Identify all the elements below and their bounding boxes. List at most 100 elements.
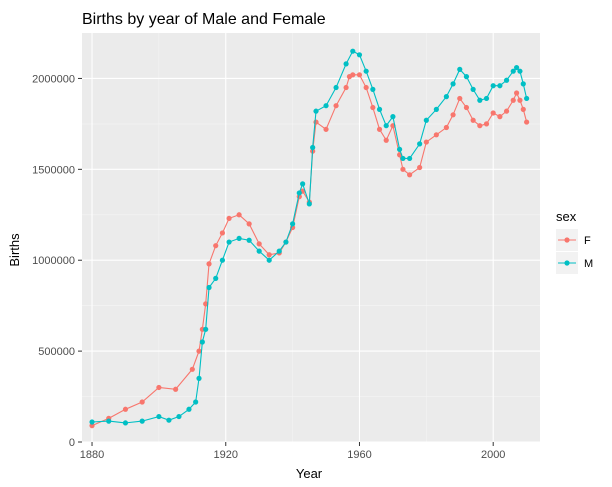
data-point-M [443, 94, 449, 100]
data-point-M [186, 406, 192, 412]
data-point-F [370, 104, 376, 111]
data-point-F [89, 423, 95, 429]
data-point-F [400, 166, 406, 172]
data-point-M [370, 86, 376, 92]
data-point-M [383, 123, 389, 129]
data-point-F [423, 139, 429, 145]
chart-title: Births by year of Male and Female [82, 11, 326, 28]
data-point-F [383, 137, 389, 143]
data-point-M [206, 284, 212, 291]
data-point-M [497, 83, 503, 89]
series-F [89, 72, 530, 429]
data-point-M [400, 155, 406, 162]
data-point-F [497, 114, 503, 120]
data-point-M [193, 399, 199, 405]
data-point-M [166, 417, 172, 423]
data-point-M [450, 81, 456, 87]
x-tick-label: 1920 [214, 449, 238, 461]
data-point-M [457, 66, 463, 72]
x-tick-label: 1880 [80, 449, 104, 461]
data-point-F [407, 172, 413, 178]
grid-major-lines [82, 33, 540, 443]
data-point-M [203, 326, 209, 332]
x-tick-label: 1960 [347, 449, 371, 461]
data-point-M [514, 64, 520, 71]
legend-title: sex [556, 209, 577, 224]
data-point-F [514, 90, 520, 96]
data-point-M [236, 235, 242, 242]
legend-point-F [564, 237, 570, 243]
y-tick-label: 0 [69, 437, 75, 449]
data-point-F [236, 212, 242, 218]
data-point-F [323, 126, 329, 132]
series-line-F [91, 74, 528, 427]
data-point-F [433, 132, 439, 138]
data-point-F [206, 261, 212, 267]
data-point-M [407, 155, 413, 162]
data-point-M [396, 146, 403, 152]
data-point-F [343, 84, 349, 91]
data-point-F [477, 123, 483, 129]
data-point-F [417, 164, 423, 171]
x-tick-label: 2000 [481, 449, 505, 461]
legend-label-M: M [584, 258, 593, 270]
data-point-M [196, 375, 202, 381]
data-point-F [356, 72, 363, 78]
data-point-M [290, 221, 296, 227]
data-point-F [517, 97, 523, 103]
data-point-F [122, 406, 129, 412]
data-point-M [106, 418, 112, 424]
data-point-F [139, 399, 145, 405]
data-point-M [199, 339, 205, 345]
data-point-F [203, 301, 209, 307]
data-point-F [246, 221, 252, 227]
data-point-M [139, 418, 145, 424]
x-axis: 1880 1920 1960 2000 [80, 442, 505, 461]
legend-label-F: F [584, 235, 591, 247]
data-point-M [266, 257, 272, 263]
data-point-M [470, 86, 476, 92]
data-point-M [477, 97, 483, 103]
series-M [89, 48, 530, 426]
data-point-M [246, 237, 252, 243]
plot-panel [82, 33, 540, 442]
data-point-M [510, 68, 516, 74]
y-tick-label: 1000000 [32, 255, 75, 267]
data-point-F [510, 97, 516, 103]
legend-point-M [564, 260, 570, 266]
data-point-M [323, 103, 329, 109]
data-point-F [213, 243, 219, 249]
data-point-M [310, 144, 316, 151]
data-point-F [443, 124, 449, 131]
data-point-M [122, 420, 129, 426]
legend-item-M: M [556, 252, 593, 274]
data-point-M [417, 141, 423, 147]
data-point-M [333, 84, 339, 91]
data-point-F [219, 230, 226, 236]
y-tick-label: 2000000 [32, 73, 75, 85]
data-point-F [266, 252, 272, 258]
data-point-F [490, 110, 496, 116]
legend: sex FM [556, 209, 593, 274]
data-point-M [423, 117, 429, 123]
data-point-F [483, 121, 490, 127]
series-layer [89, 48, 530, 429]
y-axis: 0 500000 1000000 1500000 2000000 [32, 73, 82, 449]
data-point-F [470, 117, 476, 123]
data-point-M [300, 181, 306, 187]
y-tick-label: 1500000 [32, 164, 75, 176]
data-point-M [256, 248, 262, 254]
data-point-M [356, 52, 363, 58]
data-point-M [490, 83, 496, 89]
data-point-M [283, 239, 289, 245]
data-point-M [524, 95, 530, 102]
data-point-F [333, 103, 339, 109]
data-point-M [520, 81, 526, 87]
data-point-M [306, 201, 312, 207]
y-tick-label: 500000 [38, 346, 75, 358]
data-point-M [156, 413, 162, 420]
data-point-F [524, 119, 530, 125]
data-point-M [89, 419, 95, 425]
data-point-M [350, 48, 356, 54]
